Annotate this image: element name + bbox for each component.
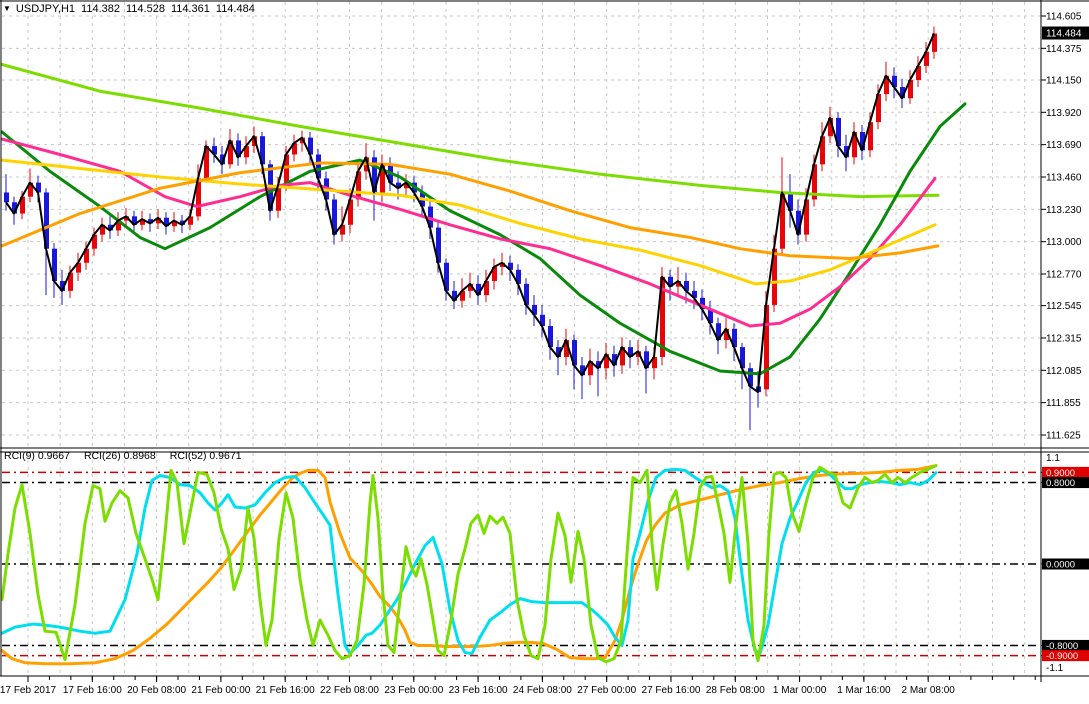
svg-text:112.770: 112.770 [1046,270,1082,281]
svg-text:-0.9000: -0.9000 [1046,651,1078,662]
ma-magenta [1,137,937,328]
svg-text:22 Feb 08:00: 22 Feb 08:00 [320,685,379,696]
svg-text:23 Feb 00:00: 23 Feb 00:00 [384,685,443,696]
candlestick-series [4,26,937,431]
ohlc-high: 114.528 [125,3,165,15]
chart-title: ▼ USDJPY,H1 114.382 114.528 114.361 114.484 [3,3,261,15]
time-axis[interactable]: 17 Feb 2017 17 Feb 16:00 20 Feb 08:00 21 Fe… [0,676,1036,696]
svg-text:17 Feb 2017: 17 Feb 2017 [0,685,57,696]
ma-dark-green [1,102,967,376]
svg-text:112.545: 112.545 [1046,301,1082,312]
svg-text:27 Feb 00:00: 27 Feb 00:00 [577,685,636,696]
rci9-label: RCI(9) 0.9667 [4,450,70,462]
svg-text:0.8000: 0.8000 [1046,478,1075,489]
svg-text:0.0000: 0.0000 [1046,560,1075,571]
svg-text:21 Feb 16:00: 21 Feb 16:00 [256,685,315,696]
svg-text:112.085: 112.085 [1046,366,1082,377]
rci-level-lines [2,471,1040,657]
svg-text:111.855: 111.855 [1046,398,1081,409]
svg-text:114.375: 114.375 [1046,44,1082,55]
current-price-tag: 114.484 [1042,26,1089,40]
svg-text:113.920: 113.920 [1046,108,1082,119]
svg-text:23 Feb 16:00: 23 Feb 16:00 [449,685,508,696]
moving-average-overlays [1,63,967,376]
rci-series-RCI(26) [1,467,938,656]
svg-text:28 Feb 08:00: 28 Feb 08:00 [706,685,765,696]
svg-text:114.484: 114.484 [1046,29,1082,40]
svg-text:0.9000: 0.9000 [1046,468,1075,479]
symbol-dropdown-icon[interactable]: ▼ [3,4,11,13]
svg-text:113.460: 113.460 [1046,172,1082,183]
svg-text:-1.1: -1.1 [1046,663,1064,674]
chart-frame [0,0,1089,682]
candlestick-panel[interactable] [1,26,967,431]
svg-text:113.690: 113.690 [1046,140,1082,151]
svg-text:21 Feb 00:00: 21 Feb 00:00 [191,685,250,696]
indicator-header: RCI(9) 0.9667 RCI(26) 0.8968 RCI(52) 0.967… [4,450,256,462]
svg-text:114.150: 114.150 [1046,75,1082,86]
svg-text:-0.8000: -0.8000 [1046,641,1078,652]
svg-text:1 Mar 16:00: 1 Mar 16:00 [837,685,891,696]
svg-text:27 Feb 16:00: 27 Feb 16:00 [642,685,701,696]
close-price-line [5,33,935,394]
price-axis[interactable]: 114.605 114.375 114.150 113.920 113.690 113.4… [1041,12,1089,442]
ohlc-open: 114.382 [81,3,120,15]
svg-text:20 Feb 08:00: 20 Feb 08:00 [127,685,186,696]
svg-text:2 Mar 08:00: 2 Mar 08:00 [902,685,956,696]
symbol-timeframe: USDJPY,H1 [15,3,76,15]
svg-text:1.1: 1.1 [1046,453,1060,464]
rci52-label: RCI(52) 0.9671 [169,450,242,462]
ma-orange [1,161,940,261]
rci-panel[interactable] [1,464,1040,666]
ohlc-close: 114.484 [215,3,255,15]
grid-lines [2,2,1040,675]
ohlc-low: 114.361 [170,3,210,15]
svg-text:111.625: 111.625 [1046,430,1081,441]
svg-text:114.605: 114.605 [1046,12,1082,23]
svg-text:1 Mar 00:00: 1 Mar 00:00 [773,685,827,696]
svg-text:24 Feb 08:00: 24 Feb 08:00 [513,685,572,696]
rci-series-RCI(52) [1,464,938,666]
svg-text:113.000: 113.000 [1046,237,1082,248]
svg-text:112.315: 112.315 [1046,333,1082,344]
svg-text:113.230: 113.230 [1046,205,1082,216]
rci26-label: RCI(26) 0.8968 [83,450,156,462]
svg-text:17 Feb 16:00: 17 Feb 16:00 [63,685,122,696]
rci-series-RCI(9) [1,464,938,664]
